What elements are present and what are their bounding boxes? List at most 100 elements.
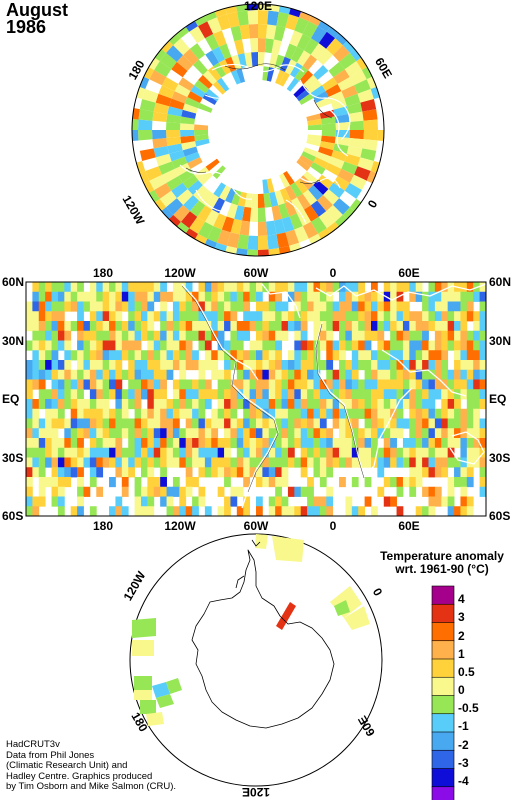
anomaly-cell [377, 321, 385, 332]
anomaly-cell [364, 321, 372, 332]
anomaly-cell [51, 340, 59, 351]
anomaly-cell [180, 130, 195, 137]
anomaly-cell [294, 66, 309, 81]
south-label-right: 0 [370, 586, 386, 599]
anomaly-cell [326, 282, 334, 293]
anomaly-cell [348, 111, 364, 122]
anomaly-cell [128, 360, 136, 371]
anomaly-cell [225, 188, 237, 204]
anomaly-cell [307, 124, 322, 130]
north-polar-map: 120E 60E 0 120W 180 [120, 0, 395, 257]
lat-label: 30N [2, 334, 24, 348]
anomaly-cell [390, 330, 397, 341]
anomaly-cell [230, 438, 238, 449]
anomaly-cell [422, 447, 429, 458]
anomaly-cell [275, 438, 282, 449]
anomaly-cell [256, 496, 263, 507]
anomaly-cell [198, 301, 206, 312]
anomaly-cell [141, 311, 148, 322]
anomaly-cell [102, 360, 110, 371]
anomaly-cell [466, 350, 474, 361]
anomaly-cell [45, 330, 52, 341]
anomaly-cell [377, 457, 385, 468]
anomaly-cell [345, 408, 353, 419]
anomaly-cell [147, 369, 155, 380]
anomaly-cell [147, 408, 155, 419]
anomaly-cell [77, 340, 84, 351]
anomaly-cell [243, 467, 251, 478]
anomaly-cell [332, 369, 340, 380]
anomaly-cell [249, 282, 257, 293]
anomaly-cell [115, 330, 123, 341]
anomaly-cell [422, 408, 429, 419]
anomaly-cell [351, 457, 359, 468]
anomaly-cell [390, 496, 397, 507]
anomaly-cell [319, 301, 327, 312]
anomaly-cell [396, 408, 404, 419]
anomaly-cell [244, 193, 253, 208]
anomaly-cell [192, 185, 208, 201]
anomaly-cell [230, 350, 238, 361]
anomaly-cell [89, 350, 97, 361]
anomaly-cell [268, 408, 276, 419]
anomaly-cell [249, 379, 257, 390]
anomaly-cell [166, 214, 181, 230]
anomaly-cell [77, 457, 84, 468]
anomaly-cell [211, 408, 219, 419]
anomaly-cell [281, 379, 289, 390]
anomaly-cell [102, 321, 110, 332]
anomaly-cell [38, 418, 46, 429]
legend-swatch [431, 658, 455, 678]
anomaly-cell [204, 457, 212, 468]
anomaly-cell [156, 694, 174, 708]
anomaly-cell [335, 214, 350, 230]
anomaly-cell [211, 428, 219, 439]
anomaly-cell [332, 282, 340, 293]
anomaly-cell [377, 447, 385, 458]
anomaly-cell [134, 447, 142, 458]
anomaly-cell [109, 350, 116, 361]
anomaly-cell [294, 360, 302, 371]
anomaly-cell [466, 408, 474, 419]
anomaly-cell [51, 360, 59, 371]
anomaly-cell [96, 399, 104, 410]
anomaly-cell [339, 447, 346, 458]
anomaly-cell [134, 340, 142, 351]
anomaly-cell [466, 438, 474, 449]
anomaly-cell [147, 496, 155, 507]
anomaly-cell [390, 282, 397, 293]
anomaly-cell [271, 205, 282, 221]
anomaly-cell [402, 418, 410, 429]
anomaly-cell [224, 477, 231, 488]
anomaly-cell [281, 447, 289, 458]
anomaly-cell [441, 311, 449, 322]
anomaly-cell [179, 486, 187, 497]
anomaly-cell [371, 282, 378, 293]
anomaly-cell [354, 79, 371, 94]
anomaly-cell [115, 438, 123, 449]
anomaly-cell [166, 678, 182, 694]
anomaly-cell [204, 340, 212, 351]
anomaly-cell [187, 180, 203, 196]
anomaly-cell [102, 369, 110, 380]
anomaly-cell [182, 146, 198, 157]
anomaly-cell [192, 291, 199, 302]
anomaly-cell [300, 438, 308, 449]
anomaly-cell [26, 340, 33, 351]
anomaly-cell [339, 389, 346, 400]
anomaly-cell [447, 408, 455, 419]
anomaly-cell [134, 350, 142, 361]
anomaly-cell [328, 156, 345, 169]
anomaly-cell [332, 311, 340, 322]
lat-label: 60N [489, 275, 511, 289]
anomaly-cell [287, 399, 295, 410]
anomaly-cell [249, 350, 257, 361]
anomaly-cell [185, 467, 193, 478]
anomaly-cell [38, 379, 46, 390]
anomaly-cell [294, 428, 302, 439]
legend-tick-label: -0.5 [458, 701, 479, 715]
lat-label: 30N [489, 334, 511, 348]
anomaly-cell [364, 301, 372, 312]
anomaly-cell [351, 408, 359, 419]
anomaly-cell [179, 291, 187, 302]
